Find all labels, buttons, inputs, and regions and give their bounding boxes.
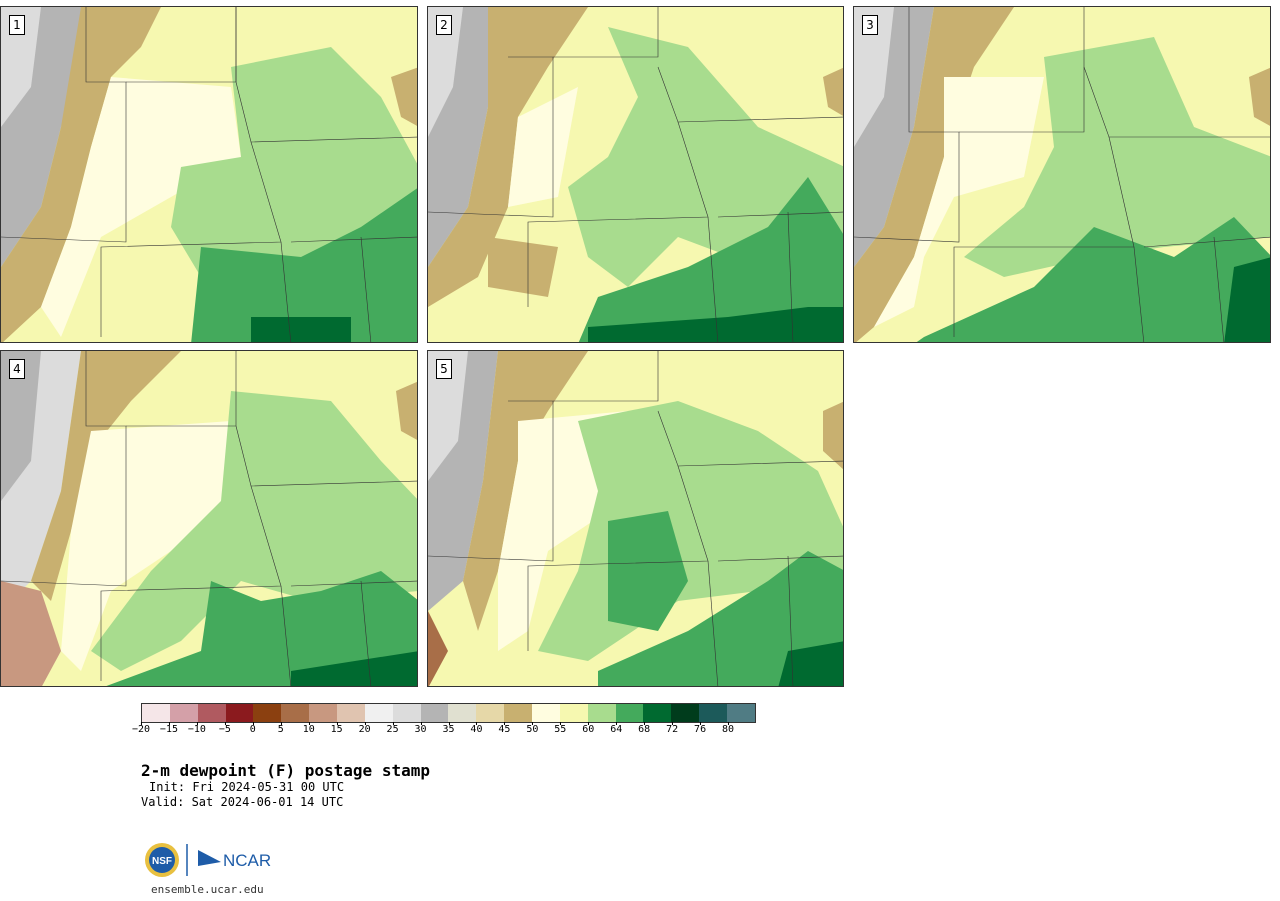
colorbar-segment [169, 704, 198, 722]
colorbar-tick-label: 0 [249, 722, 256, 735]
colorbar-segment [643, 704, 672, 722]
colorbar-tick-label: 30 [414, 722, 427, 735]
colorbar-tick-label: 60 [582, 722, 595, 735]
colorbar-segment [587, 704, 616, 722]
colorbar-ticks: −20 −15 −10 −5 0 5 10 15 20 25 30 35 40 45 50 55 60 64 68 7… [132, 722, 756, 744]
colorbar-segment [197, 704, 226, 722]
chart-title: 2-m dewpoint (F) postage stamp [141, 761, 430, 780]
colorbar-tick-label: 20 [358, 722, 371, 735]
colorbar-segment [420, 704, 449, 722]
colorbar-tick-label: 45 [498, 722, 511, 735]
colorbar-segment [559, 704, 588, 722]
panel-number: 1 [9, 15, 25, 35]
colorbar-segment [281, 704, 310, 722]
panel-number: 2 [436, 15, 452, 35]
colorbar-segment [142, 704, 170, 722]
ncar-logo-icon: NCAR [198, 850, 271, 870]
map-panel-1: 1 [0, 6, 418, 343]
site-url[interactable]: ensemble.ucar.edu [151, 883, 264, 896]
colorbar-segment [225, 704, 254, 722]
dewpoint-map-2 [428, 7, 843, 342]
colorbar-tick-label: 68 [638, 722, 651, 735]
colorbar-tick-label: 40 [470, 722, 483, 735]
colorbar-segment [392, 704, 421, 722]
logos: NSF NCAR [143, 842, 278, 882]
colorbar-segment [364, 704, 393, 722]
colorbar-segment [727, 704, 755, 722]
nsf-logo-text: NSF [152, 856, 172, 867]
init-time: Init: Fri 2024-05-31 00 UTC [149, 780, 345, 794]
panel-number: 4 [9, 359, 25, 379]
map-panel-5: 5 [427, 350, 844, 687]
dewpoint-map-1 [1, 7, 417, 342]
colorbar-tick-label: 80 [722, 722, 735, 735]
colorbar [141, 703, 756, 723]
colorbar-tick-label: −10 [187, 722, 206, 735]
ncar-logo-text: NCAR [223, 851, 271, 870]
colorbar-segment [309, 704, 338, 722]
colorbar-tick-label: 64 [610, 722, 623, 735]
colorbar-segment [615, 704, 644, 722]
colorbar-tick-label: 15 [330, 722, 343, 735]
nsf-logo-icon: NSF [145, 843, 179, 877]
colorbar-tick-label: 25 [386, 722, 399, 735]
colorbar-tick-label: 72 [666, 722, 679, 735]
colorbar-segment [504, 704, 533, 722]
dewpoint-map-3 [854, 7, 1270, 342]
colorbar-tick-label: −20 [131, 722, 151, 735]
colorbar-segment [253, 704, 282, 722]
colorbar-tick-label: 50 [526, 722, 539, 735]
colorbar-tick-label: −15 [159, 722, 178, 735]
colorbar-tick-label: 55 [554, 722, 567, 735]
colorbar-tick-label: 5 [277, 722, 284, 735]
colorbar-segment [476, 704, 505, 722]
colorbar-tick-label: −5 [218, 722, 231, 735]
dewpoint-map-5 [428, 351, 843, 686]
colorbar-segment [671, 704, 700, 722]
colorbar-segment [337, 704, 365, 722]
map-panel-3: 3 [853, 6, 1271, 343]
colorbar-segment [699, 704, 728, 722]
map-panel-2: 2 [427, 6, 844, 343]
valid-time: Valid: Sat 2024-06-01 14 UTC [141, 795, 344, 809]
colorbar-tick-label: 76 [694, 722, 707, 735]
map-panel-4: 4 [0, 350, 418, 687]
colorbar-segment [448, 704, 477, 722]
panel-number: 5 [436, 359, 452, 379]
colorbar-tick-label: 10 [302, 722, 315, 735]
dewpoint-map-4 [1, 351, 417, 686]
colorbar-segment [532, 704, 560, 722]
panel-number: 3 [862, 15, 878, 35]
colorbar-tick-label: 35 [442, 722, 455, 735]
